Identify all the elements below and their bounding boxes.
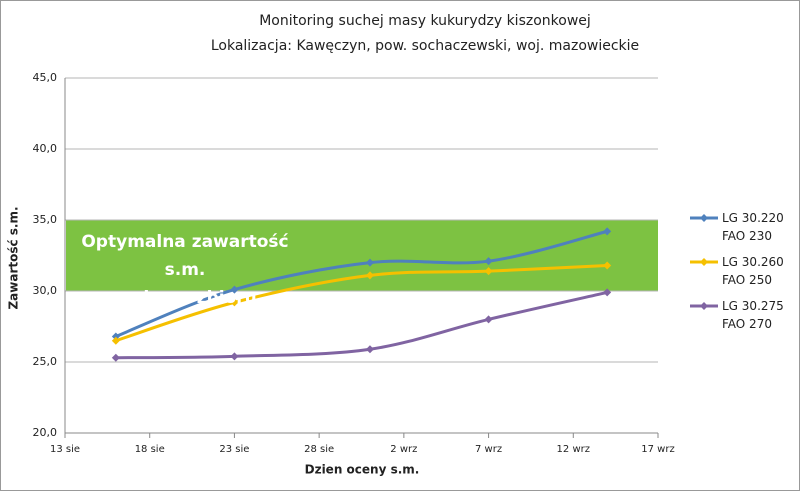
highlight-label: Optymalna zawartość s.m. podczas zbioru	[81, 232, 289, 308]
y-axis-label: Zawartość s.m.	[7, 206, 21, 309]
y-tick-label: 25,0	[33, 355, 58, 368]
data-point	[230, 352, 239, 361]
data-point	[603, 261, 612, 270]
data-point	[603, 288, 612, 297]
chart-title: Monitoring suchej masy kukurydzy kiszonk…	[259, 13, 591, 29]
data-point	[230, 298, 239, 307]
legend-label: LG 30.275 FAO 270	[722, 299, 784, 331]
data-point	[365, 271, 374, 280]
x-tick-label: 12 wrz	[557, 444, 590, 455]
y-tick-label: 30,0	[33, 284, 58, 297]
data-point	[111, 332, 120, 341]
y-tick-label: 20,0	[33, 426, 58, 439]
x-axis-label: Dzien oceny s.m.	[305, 463, 420, 477]
legend-label: LG 30.220 FAO 230	[722, 211, 784, 243]
legend-marker	[700, 258, 708, 266]
x-tick-label: 23 sie	[219, 444, 249, 455]
data-point	[484, 257, 493, 266]
data-point	[365, 345, 374, 354]
y-tick-label: 35,0	[33, 213, 58, 226]
x-tick-label: 28 sie	[304, 444, 334, 455]
y-tick-label: 45,0	[33, 71, 58, 84]
data-point	[365, 258, 374, 267]
data-point	[230, 285, 239, 294]
legend-marker	[700, 214, 708, 222]
data-point	[484, 315, 493, 324]
x-tick-label: 18 sie	[135, 444, 165, 455]
data-point	[111, 353, 120, 362]
data-point	[484, 267, 493, 276]
x-tick-label: 13 sie	[50, 444, 80, 455]
data-point	[603, 227, 612, 236]
x-tick-label: 7 wrz	[475, 444, 502, 455]
y-tick-label: 40,0	[33, 142, 58, 155]
legend-label: LG 30.260 FAO 250	[722, 255, 784, 287]
legend-marker	[700, 302, 708, 310]
highlight-band	[66, 220, 658, 291]
x-tick-label: 17 wrz	[641, 444, 674, 455]
data-point	[111, 336, 120, 345]
chart-subtitle: Lokalizacja: Kawęczyn, pow. sochaczewski…	[211, 38, 639, 54]
x-tick-label: 2 wrz	[390, 444, 417, 455]
